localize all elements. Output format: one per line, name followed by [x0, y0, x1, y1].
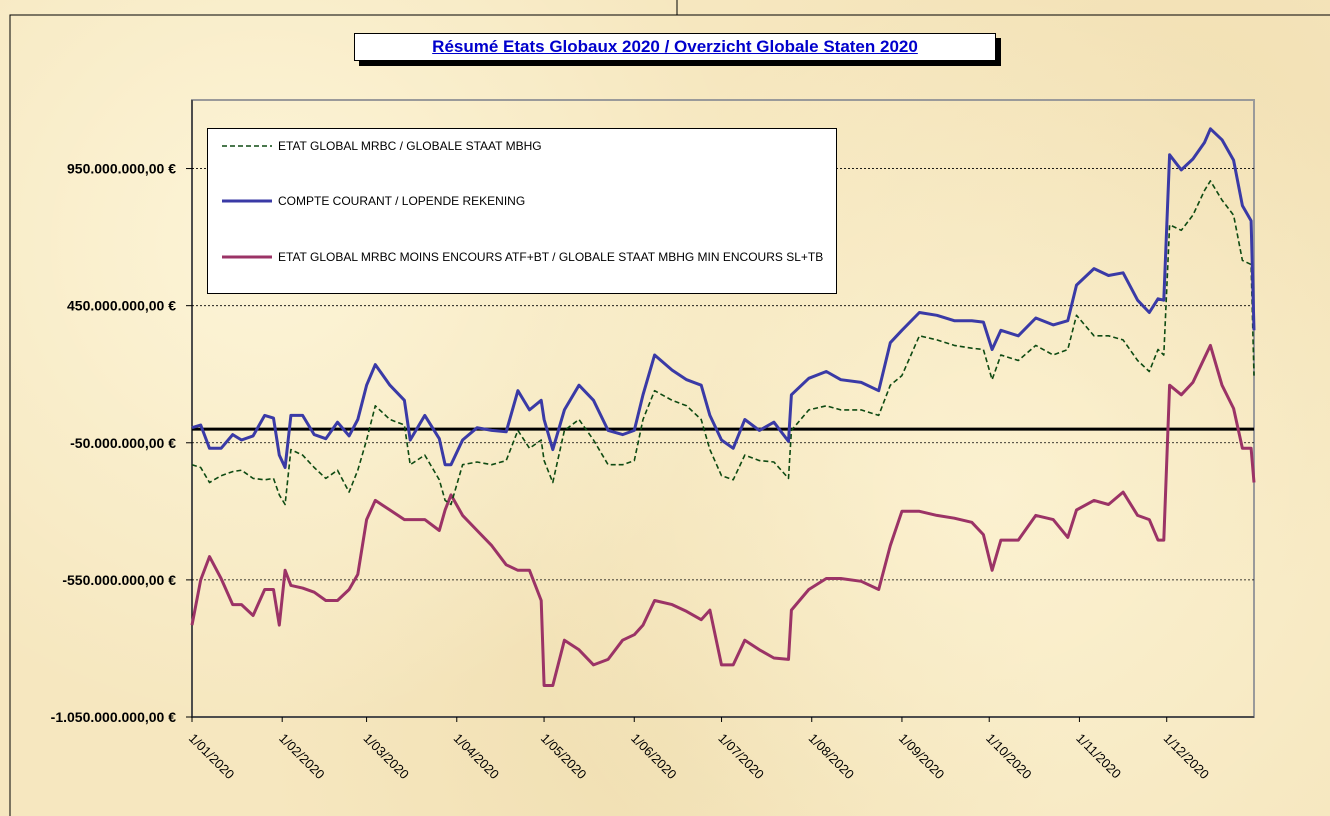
series-line: [191, 127, 1256, 469]
x-tick-label: 1/05/2020: [538, 731, 590, 783]
x-tick-label: 1/09/2020: [896, 731, 948, 783]
y-tick-label: -50.000.000,00 €: [70, 435, 176, 451]
legend-label: COMPTE COURANT / LOPENDE REKENING: [278, 194, 526, 208]
x-tick-label: 1/02/2020: [276, 731, 328, 783]
legend-entry: ETAT GLOBAL MRBC / GLOBALE STAAT MBHG: [222, 139, 542, 154]
legend-label: ETAT GLOBAL MRBC / GLOBALE STAAT MBHG: [278, 139, 542, 153]
legend-entry: ETAT GLOBAL MRBC MOINS ENCOURS ATF+BT / …: [222, 250, 823, 265]
legend: ETAT GLOBAL MRBC / GLOBALE STAAT MBHG COM…: [207, 128, 837, 294]
x-tick-label: 1/03/2020: [360, 731, 412, 783]
x-tick-label: 1/11/2020: [1073, 731, 1124, 782]
x-tick-label: 1/08/2020: [806, 731, 858, 783]
x-tick-label: 1/01/2020: [186, 731, 238, 783]
y-tick-label: 450.000.000,00 €: [67, 298, 176, 314]
y-tick-label: 950.000.000,00 €: [67, 161, 176, 177]
legend-swatch: [222, 199, 272, 203]
legend-swatch: [222, 255, 272, 259]
chart-title: Résumé Etats Globaux 2020 / Overzicht Gl…: [354, 33, 996, 61]
x-tick-label: 1/06/2020: [628, 731, 680, 783]
legend-entry: COMPTE COURANT / LOPENDE REKENING: [222, 194, 525, 209]
frame: [9, 14, 1330, 816]
x-tick-label: 1/12/2020: [1161, 731, 1213, 783]
y-tick-label: -1.050.000.000,00 €: [51, 709, 177, 725]
series-line: [191, 180, 1255, 506]
x-tick-label: 1/07/2020: [715, 731, 767, 783]
x-tick-label: 1/04/2020: [451, 731, 503, 783]
legend-label: ETAT GLOBAL MRBC MOINS ENCOURS ATF+BT / …: [278, 250, 824, 264]
legend-swatch: [222, 145, 272, 147]
y-tick-label: -550.000.000,00 €: [62, 572, 176, 588]
series-line: [190, 343, 1256, 687]
x-tick-label: 1/10/2020: [983, 731, 1035, 783]
